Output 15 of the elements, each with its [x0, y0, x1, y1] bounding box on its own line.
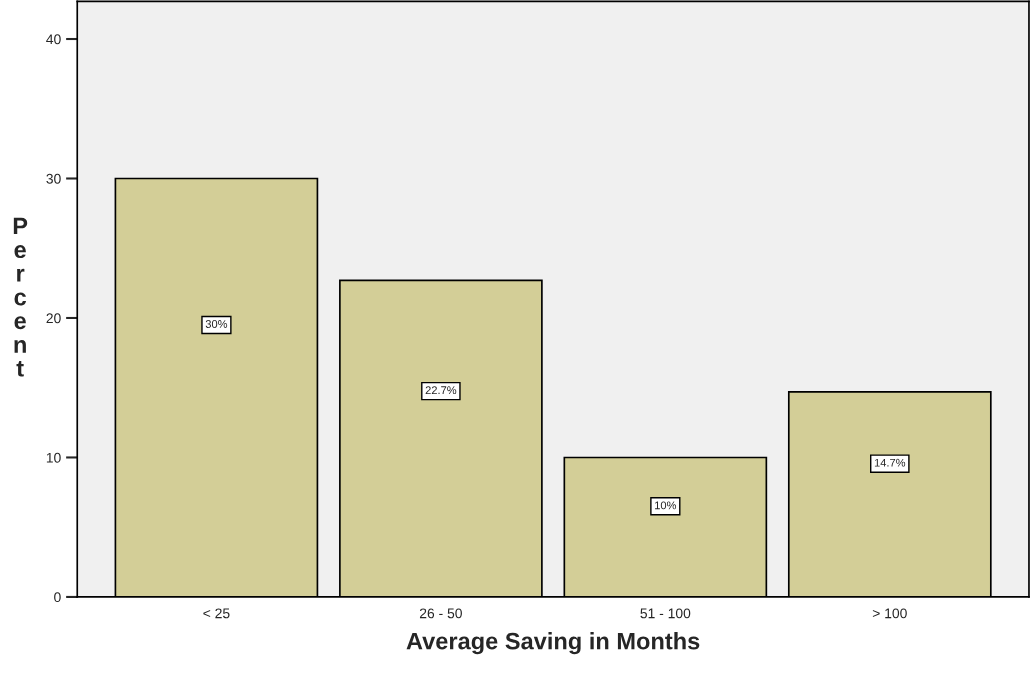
- x-tick-label: 51 - 100: [640, 608, 691, 619]
- y-tick-label: 20: [46, 313, 61, 324]
- y-tick-label: 30: [46, 173, 61, 184]
- x-tick-label: 26 - 50: [419, 608, 462, 619]
- y-tick-label: 40: [46, 34, 61, 45]
- y-tick-label: 10: [46, 452, 61, 463]
- data-label: 14.7%: [874, 458, 906, 467]
- x-axis-title: Average Saving in Months: [406, 632, 700, 655]
- data-label: 30%: [205, 320, 228, 328]
- y-axis-title: Percent: [13, 217, 28, 377]
- x-tick-label: < 25: [203, 608, 230, 619]
- y-tick-label: 0: [54, 592, 61, 603]
- x-tick-label: > 100: [872, 608, 907, 619]
- data-label: 22.7%: [425, 386, 457, 395]
- data-label: 10%: [655, 501, 677, 510]
